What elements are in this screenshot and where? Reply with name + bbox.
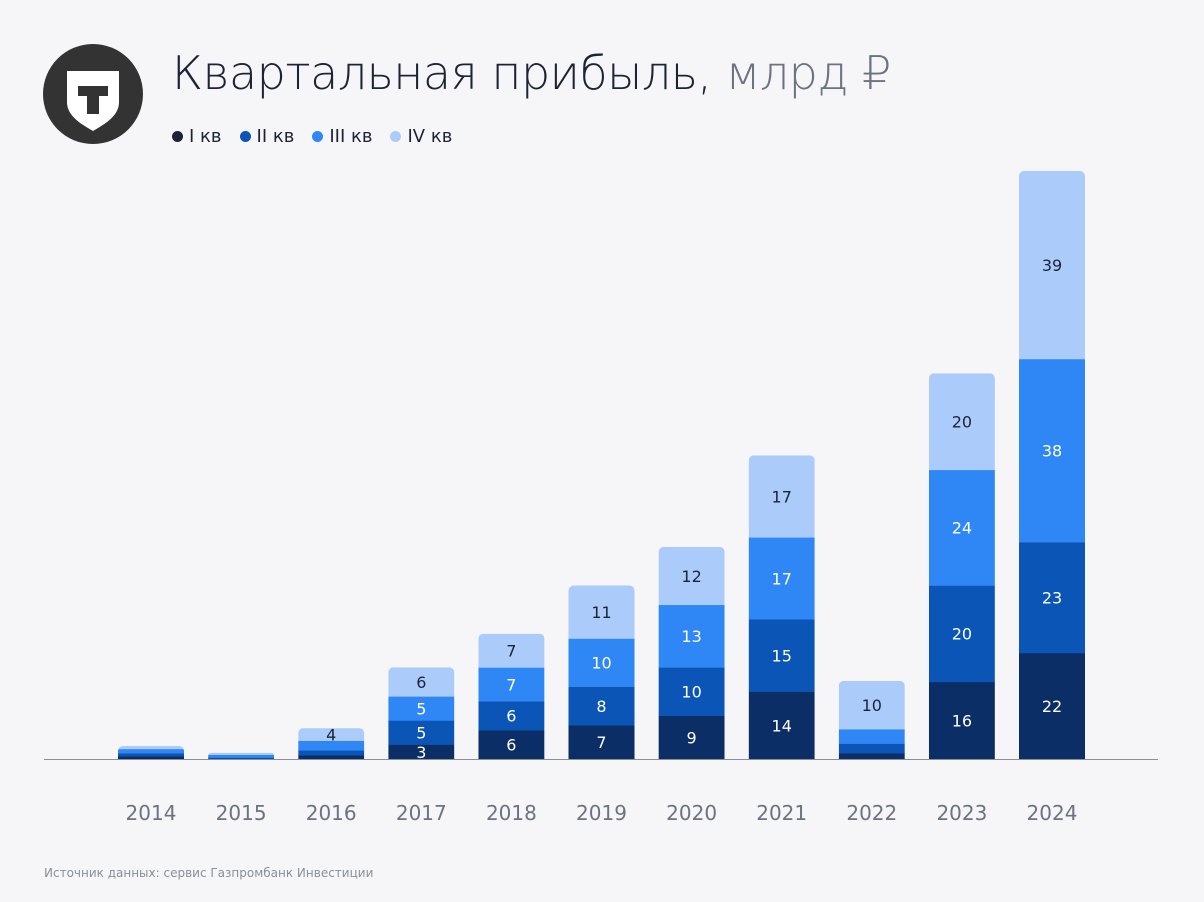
data-label: 10 <box>591 654 611 673</box>
bar-segment-2020-q1 <box>658 715 725 760</box>
legend-dot-q3 <box>312 131 324 142</box>
bar-segment-2015-q3 <box>208 754 275 758</box>
x-tick-label: 2021 <box>756 801 807 825</box>
bar-segment-2020-q2 <box>658 667 725 716</box>
x-tick-label: 2019 <box>576 801 627 825</box>
data-label: 11 <box>591 603 611 622</box>
data-label: 8 <box>596 697 606 716</box>
bar-segment-2024-q1 <box>1019 652 1085 760</box>
data-label: 16 <box>952 711 972 730</box>
data-label: 4 <box>326 725 336 744</box>
unit-label: млрд ₽ <box>725 46 892 100</box>
bar-segment-2016-q1 <box>298 755 365 760</box>
bar-segment-2018-q3 <box>478 667 545 702</box>
data-label: 12 <box>681 567 701 586</box>
data-label: 13 <box>681 627 701 646</box>
data-label: 17 <box>772 569 792 588</box>
bar-segment-2021-q2 <box>748 619 815 692</box>
legend-item-q3: III кв <box>312 126 372 147</box>
bar-segment-2017-q4 <box>388 667 455 697</box>
bar-segment-2022-q3 <box>838 729 905 744</box>
bar-segment-2024-q2 <box>1019 542 1085 654</box>
data-label: 7 <box>506 642 516 661</box>
data-label: 10 <box>681 683 701 702</box>
x-tick-label: 2020 <box>666 801 717 825</box>
bar-segment-2014-q1 <box>118 756 184 760</box>
bar-segment-2019-q3 <box>568 638 635 688</box>
data-label: 39 <box>1042 256 1062 275</box>
x-tick-label: 2014 <box>126 801 177 825</box>
x-tick-label: 2015 <box>216 801 267 825</box>
data-label: 24 <box>952 519 972 538</box>
data-label: 15 <box>772 646 792 665</box>
bar-segment-2019-q4 <box>568 585 635 639</box>
bar-segment-2015-q1 <box>208 758 275 760</box>
bar-segment-2014-q2 <box>118 753 184 757</box>
bar-segment-2021-q4 <box>748 455 815 538</box>
data-label: 14 <box>772 716 792 735</box>
x-tick-label: 2024 <box>1027 801 1078 825</box>
bar-segment-2017-q3 <box>388 696 455 721</box>
bar-segment-2024-q4 <box>1019 171 1085 360</box>
bar-segment-2022-q4 <box>838 680 905 730</box>
data-label: 20 <box>952 625 972 644</box>
data-label: 5 <box>416 699 426 718</box>
bar-segment-2021-q3 <box>748 537 815 620</box>
bar-segment-2023-q1 <box>928 681 995 760</box>
bar-segment-2021-q1 <box>748 691 815 760</box>
x-tick-label: 2023 <box>936 801 987 825</box>
bar-segment-2014-q4 <box>118 745 184 750</box>
legend-item-q2: II кв <box>239 126 294 147</box>
x-tick-label: 2018 <box>486 801 537 825</box>
bar-segment-2018-q2 <box>478 701 545 731</box>
data-label: 23 <box>1042 589 1062 608</box>
bar-segment-2020-q3 <box>658 604 725 668</box>
x-tick-label: 2022 <box>846 801 897 825</box>
data-label: 17 <box>772 487 792 506</box>
data-label: 10 <box>862 696 882 715</box>
bar-segment-2018-q1 <box>478 730 545 760</box>
legend: I кв II кв III кв IV кв <box>172 126 452 147</box>
bar-segment-2023-q2 <box>928 585 995 683</box>
data-label: 22 <box>1042 697 1062 716</box>
bar-segment-2015-q4 <box>208 752 275 755</box>
legend-item-q1: I кв <box>172 126 222 147</box>
data-label: 38 <box>1042 442 1062 461</box>
data-label: 7 <box>596 733 606 752</box>
data-label: 6 <box>506 707 516 726</box>
source-note: Источник данных: сервис Газпромбанк Инве… <box>44 866 374 880</box>
bar-segment-2017-q1 <box>388 744 455 760</box>
data-label: 9 <box>687 728 697 747</box>
bar-segment-2022-q2 <box>838 743 905 754</box>
bar-segment-2016-q2 <box>298 750 365 756</box>
bar-segment-2022-q1 <box>838 753 905 760</box>
legend-item-q4: IV кв <box>390 126 452 147</box>
bar-segment-2024-q3 <box>1019 358 1085 543</box>
legend-dot-q4 <box>390 131 402 142</box>
bar-segment-2019-q2 <box>568 686 635 726</box>
bar-segment-2015-q2 <box>208 757 275 759</box>
data-label: 20 <box>952 413 972 432</box>
bar-segment-2017-q2 <box>388 720 455 745</box>
data-label: 5 <box>416 723 426 742</box>
bar-segment-2016-q3 <box>298 740 365 751</box>
x-tick-label: 2016 <box>306 801 357 825</box>
legend-dot-q2 <box>239 131 251 142</box>
legend-dot-q1 <box>172 131 183 142</box>
bar-segment-2023-q3 <box>928 469 995 586</box>
bar-segment-2014-q3 <box>118 748 184 754</box>
data-label: 6 <box>416 673 426 692</box>
data-label: 6 <box>506 736 516 755</box>
bar-segment-2019-q1 <box>568 725 635 760</box>
bar-segment-2023-q4 <box>928 373 995 471</box>
data-label: 7 <box>506 675 516 694</box>
bar-segment-2018-q4 <box>478 633 545 668</box>
bar-segment-2016-q4 <box>298 728 365 741</box>
bar-segment-2020-q4 <box>658 546 725 606</box>
logo-icon <box>43 44 143 144</box>
chart-title: Квартальная прибыль, млрд ₽ <box>172 46 891 100</box>
x-tick-label: 2017 <box>396 801 447 825</box>
data-label: 3 <box>416 743 426 762</box>
